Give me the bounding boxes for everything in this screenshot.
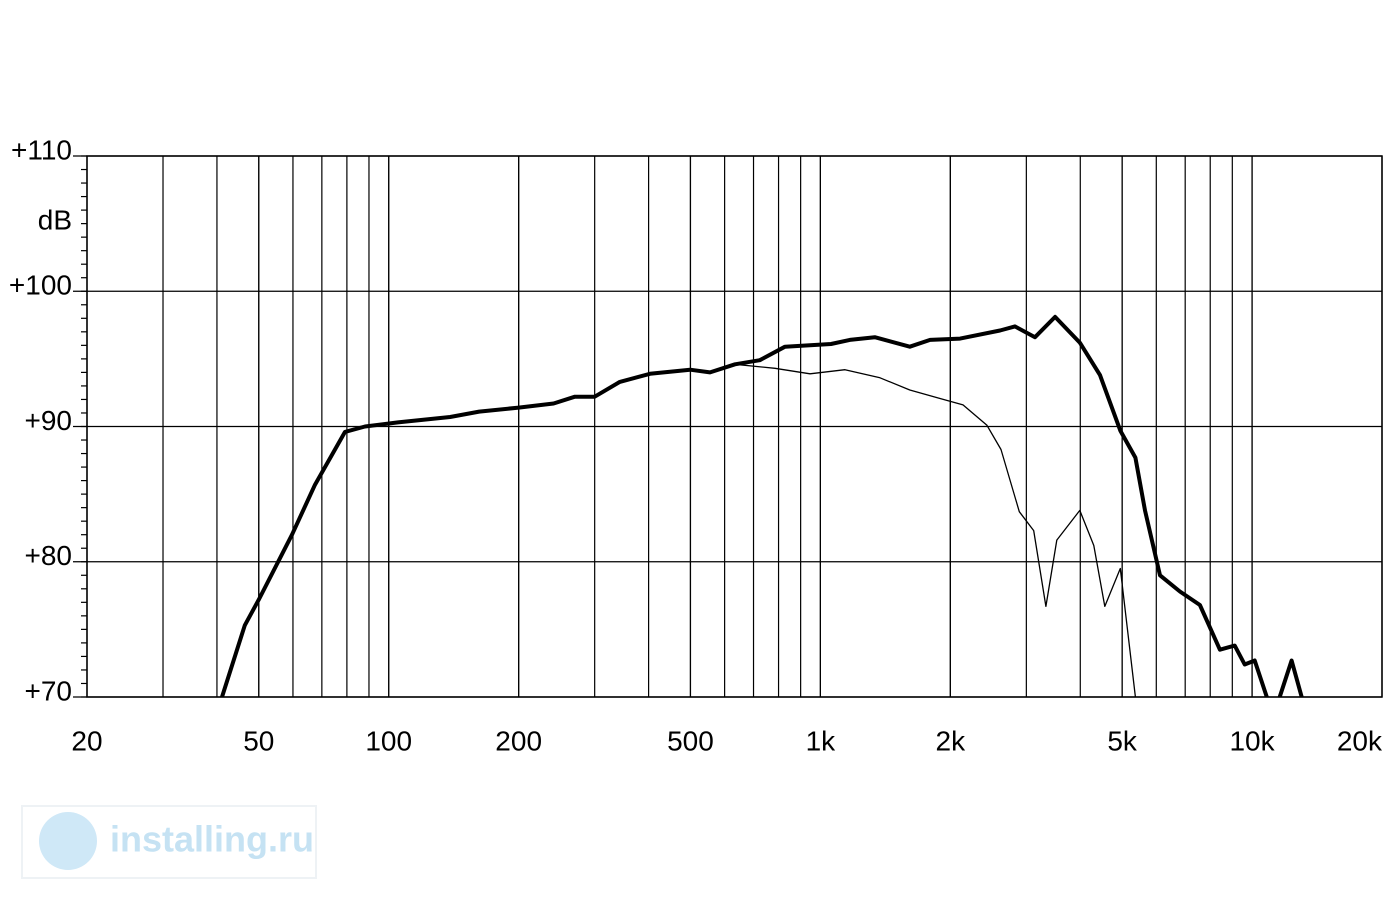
- x-tick-label: 20: [71, 725, 102, 756]
- response-line: [734, 363, 1137, 697]
- plot-frame: [86, 155, 1383, 698]
- lines: [220, 314, 1304, 697]
- watermark-text: installing.ru: [110, 819, 314, 860]
- grid: [73, 155, 1383, 698]
- y-tick-label: +100: [9, 270, 72, 301]
- y-axis-label: dB: [38, 204, 72, 235]
- x-tick-label: 100: [365, 725, 412, 756]
- y-tick-label: +110: [11, 134, 72, 165]
- watermark-logo: [39, 812, 97, 870]
- x-tick-label: 200: [495, 725, 542, 756]
- x-tick-label: 10k: [1229, 725, 1275, 756]
- y-tick-label: +80: [25, 540, 73, 571]
- x-tick-label: 500: [667, 725, 714, 756]
- x-tick-label: 5k: [1107, 725, 1138, 756]
- x-tick-label: 2k: [936, 725, 967, 756]
- x-tick-label: 20k: [1337, 725, 1383, 756]
- x-tick-label: 50: [243, 725, 274, 756]
- y-tick-label: +90: [25, 405, 73, 436]
- watermark: installing.ru: [21, 805, 317, 879]
- response-line: [220, 314, 1304, 697]
- x-tick-label: 1k: [806, 725, 837, 756]
- y-tick-label: +70: [25, 675, 73, 706]
